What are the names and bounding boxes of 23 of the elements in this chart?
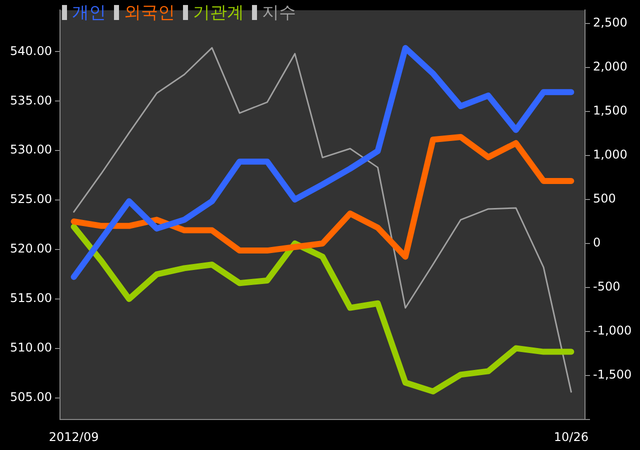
- y2-tick-label: 2,000: [593, 60, 628, 74]
- y2-tick-label: -1,000: [593, 324, 632, 338]
- y-tick-label: 525.00: [10, 192, 52, 206]
- x-tick-label: 10/26: [554, 430, 588, 444]
- text: 기관계: [193, 3, 244, 23]
- y2-tick-label: 1,500: [593, 104, 628, 118]
- y-tick-label: 535.00: [10, 93, 52, 108]
- y2-tick-label: 500: [593, 192, 616, 206]
- y-tick-label: 515.00: [10, 291, 52, 306]
- text: 외국인: [124, 3, 175, 23]
- y-tick-label: 510.00: [10, 340, 52, 355]
- y2-tick-label: -1,500: [593, 368, 632, 382]
- y2-tick-label: 1,000: [593, 148, 628, 162]
- x-tick-label: 2012/09: [48, 430, 99, 444]
- y2-tick-label: 2,500: [593, 16, 628, 30]
- series-label: 지수: [262, 3, 296, 23]
- y-tick-label: 505.00: [10, 390, 52, 404]
- y-tick-label: 530.00: [10, 142, 52, 157]
- y2-tick-label: 0: [593, 236, 601, 250]
- y-tick-label: 520.00: [10, 242, 52, 256]
- text: 개인: [72, 3, 106, 23]
- y2-tick-label: -500: [593, 280, 620, 294]
- y-tick-label: 540.00: [10, 44, 52, 58]
